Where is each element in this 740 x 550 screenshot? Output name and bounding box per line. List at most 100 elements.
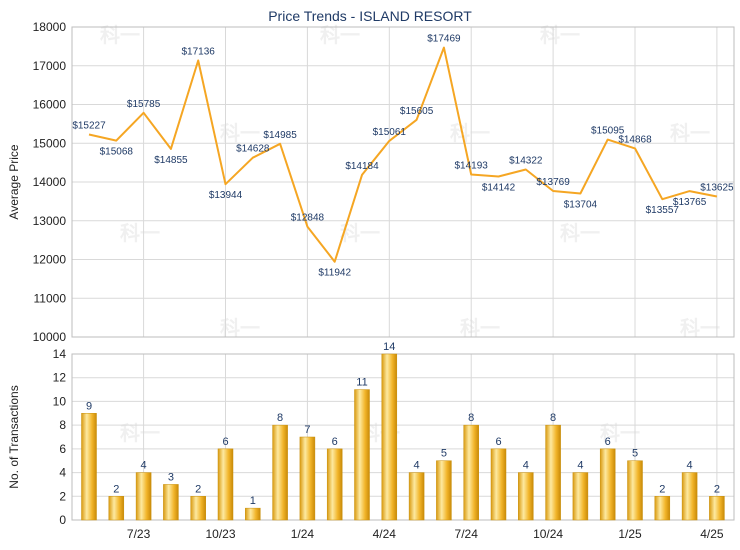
price-y-tick-5: 15000 <box>33 136 67 150</box>
watermark-text-8: 科一 <box>560 221 600 245</box>
price-label-11: $15061 <box>373 127 407 138</box>
transaction-label-17: 8 <box>550 412 556 424</box>
price-label-21: $13557 <box>646 205 680 216</box>
price-grid <box>72 26 734 338</box>
transactions-plot-frame <box>71 353 735 521</box>
price-y-ticks: 10000 11000 12000 13000 14000 15000 16000 17000… <box>33 20 67 344</box>
x-axis-ticks: 7/23 10/23 1/24 4/24 7/24 10/24 1/25 4/25 <box>127 527 724 541</box>
x-tick-7: 4/25 <box>700 527 724 541</box>
price-label-20: $14868 <box>618 134 652 145</box>
watermark-text-3: 科一 <box>220 121 260 145</box>
price-label-18: $13704 <box>564 199 598 210</box>
price-y-tick-3: 13000 <box>33 214 67 228</box>
transaction-label-9: 6 <box>332 436 338 448</box>
price-label-4: $17136 <box>182 46 216 57</box>
transaction-bar-20 <box>627 460 643 521</box>
price-plot-frame <box>71 26 735 338</box>
price-label-10: $14184 <box>345 161 379 172</box>
transaction-bar-22 <box>681 472 698 521</box>
transactions-y-tick-0: 0 <box>59 513 66 527</box>
transaction-label-15: 6 <box>495 436 501 448</box>
transaction-label-12: 4 <box>414 460 420 472</box>
price-label-8: $12848 <box>291 213 325 224</box>
transaction-bar-13 <box>436 460 452 521</box>
price-y-tick-2: 12000 <box>33 253 67 267</box>
transaction-label-7: 8 <box>277 412 283 424</box>
transactions-y-tick-5: 10 <box>53 394 67 408</box>
transaction-bar-15 <box>490 448 507 521</box>
transaction-bar-2 <box>135 472 152 521</box>
transactions-y-tick-6: 12 <box>53 371 67 385</box>
transaction-label-13: 5 <box>441 448 447 460</box>
price-label-6: $14628 <box>236 144 270 155</box>
transaction-bar-5 <box>217 448 234 521</box>
price-y-tick-7: 17000 <box>33 59 67 73</box>
transaction-label-4: 2 <box>195 483 201 495</box>
watermark-text-9: 科一 <box>220 316 260 340</box>
transactions-y-axis-title: No. of Transactions <box>7 385 21 488</box>
transaction-label-22: 4 <box>687 460 693 472</box>
watermark-text-6: 科一 <box>120 221 160 245</box>
price-y-tick-8: 18000 <box>33 20 67 34</box>
transaction-label-11: 14 <box>383 341 395 353</box>
x-tick-2: 1/24 <box>291 527 315 541</box>
transaction-label-20: 5 <box>632 448 638 460</box>
transaction-label-0: 9 <box>86 400 92 412</box>
price-y-tick-0: 10000 <box>33 330 67 344</box>
watermark-text-5: 科一 <box>670 121 710 145</box>
transaction-label-3: 3 <box>168 471 174 483</box>
transaction-bar-11 <box>381 353 398 521</box>
price-label-1: $15068 <box>100 147 134 158</box>
transaction-bar-16 <box>518 472 534 521</box>
transactions-y-tick-4: 8 <box>59 418 66 432</box>
transaction-bar-12 <box>408 472 425 521</box>
price-label-15: $14142 <box>482 182 516 193</box>
price-label-0: $15227 <box>72 120 106 131</box>
price-label-2: $15785 <box>127 99 161 110</box>
transaction-label-5: 6 <box>222 436 228 448</box>
x-tick-6: 1/25 <box>618 527 642 541</box>
watermark-text-11: 科一 <box>680 316 720 340</box>
transaction-bar-14 <box>463 424 479 521</box>
transaction-label-2: 4 <box>141 460 147 472</box>
price-label-12: $15605 <box>400 106 434 117</box>
transaction-label-6: 1 <box>250 495 256 507</box>
price-y-axis-title: Average Price <box>7 144 21 219</box>
transaction-bar-8 <box>299 436 316 521</box>
transactions-y-ticks: 0 2 4 6 8 10 12 14 <box>53 347 67 527</box>
transactions-bar-panel: 0 2 4 6 8 10 12 14 No. of Transactions 9 2 4 3 2 6 1 8… <box>7 341 735 541</box>
watermark-text-4: 科一 <box>450 121 490 145</box>
transaction-bar-10 <box>354 389 370 521</box>
price-y-tick-1: 11000 <box>34 291 67 305</box>
transaction-bar-6 <box>245 507 261 521</box>
transactions-y-tick-7: 14 <box>53 347 67 361</box>
x-tick-4: 7/24 <box>455 527 479 541</box>
price-label-22: $13765 <box>673 197 707 208</box>
transaction-bar-17 <box>545 424 561 521</box>
transaction-value-labels: 9 2 4 3 2 6 1 8 7 6 11 14 4 5 8 6 4 8 4 6 5 2 4 2 <box>86 341 720 507</box>
transaction-bar-1 <box>108 496 125 521</box>
transaction-bars <box>81 353 725 521</box>
transaction-bar-4 <box>190 496 206 521</box>
transaction-label-1: 2 <box>113 483 119 495</box>
transaction-label-23: 2 <box>714 483 720 495</box>
price-label-3: $14855 <box>154 155 188 166</box>
transaction-label-10: 11 <box>356 377 367 389</box>
watermark-text-10: 科一 <box>460 316 500 340</box>
price-label-16: $14322 <box>509 156 543 167</box>
transaction-bar-23 <box>709 496 725 521</box>
transactions-y-tick-2: 4 <box>59 466 66 480</box>
price-label-23: $13625 <box>700 183 734 194</box>
transaction-bar-0 <box>81 413 97 521</box>
transaction-label-18: 4 <box>577 460 583 472</box>
transaction-label-14: 8 <box>468 412 474 424</box>
price-series-line <box>88 46 718 263</box>
x-tick-0: 7/23 <box>127 527 151 541</box>
price-data-labels: $15227 $15068 $15785 $14855 $17136 $13944 $146… <box>72 34 734 279</box>
transaction-bar-9 <box>326 448 343 521</box>
transaction-bar-3 <box>163 484 179 521</box>
price-label-19: $15095 <box>591 126 625 137</box>
chart-title: Price Trends - ISLAND RESORT <box>268 8 472 24</box>
transactions-y-tick-1: 2 <box>59 489 66 503</box>
